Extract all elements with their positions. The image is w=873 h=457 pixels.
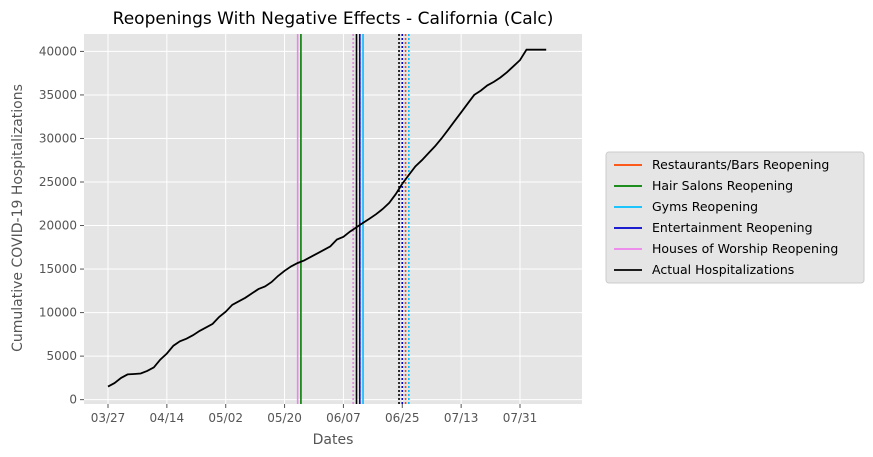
series-line-actual-hospitalizations [107, 48, 547, 388]
legend-label: Entertainment Reopening [652, 220, 813, 235]
x-tick-label: 06/07 [326, 411, 361, 425]
x-axis-label: Dates [313, 432, 354, 448]
y-tick-label: 40000 [39, 44, 77, 58]
y-tick-label: 15000 [39, 262, 77, 276]
x-tick-label: 05/20 [267, 411, 302, 425]
legend-label: Hair Salons Reopening [652, 178, 793, 193]
x-tick-label: 06/25 [385, 411, 420, 425]
x-tick-label: 03/27 [91, 411, 126, 425]
y-tick-label: 0 [69, 393, 77, 407]
plot-background [84, 34, 582, 404]
x-tick-label: 04/14 [150, 411, 185, 425]
y-tick-label: 10000 [39, 306, 77, 320]
legend-label: Restaurants/Bars Reopening [652, 157, 829, 172]
y-tick-label: 25000 [39, 175, 77, 189]
legend: Restaurants/Bars Reopening Hair Salons Re… [605, 151, 865, 284]
series-group [107, 48, 547, 388]
x-tick-label: 07/31 [503, 411, 538, 425]
y-tick-label: 30000 [39, 131, 77, 145]
x-tick-label: 07/13 [444, 411, 479, 425]
x-tick-labels: 03/27 04/14 05/02 05/20 06/07 06/25 07/13 07/31 [91, 404, 538, 425]
x-tick-label: 05/02 [208, 411, 243, 425]
legend-label: Actual Hospitalizations [652, 262, 794, 277]
y-axis-label: Cumulative COVID-19 Hospitalizations [10, 84, 26, 352]
y-tick-label: 20000 [39, 219, 77, 233]
y-tick-labels: 0 5000 10000 15000 20000 25000 30000 35000 40000 [39, 44, 84, 407]
grid [84, 34, 582, 404]
y-tick-label: 35000 [39, 88, 77, 102]
legend-box [605, 151, 865, 284]
legend-label: Gyms Reopening [652, 199, 758, 214]
y-tick-label: 5000 [46, 349, 77, 363]
legend-label: Houses of Worship Reopening [652, 241, 838, 256]
reopening-lines [296, 34, 410, 404]
chart-title: Reopenings With Negative Effects - Calif… [113, 9, 554, 29]
